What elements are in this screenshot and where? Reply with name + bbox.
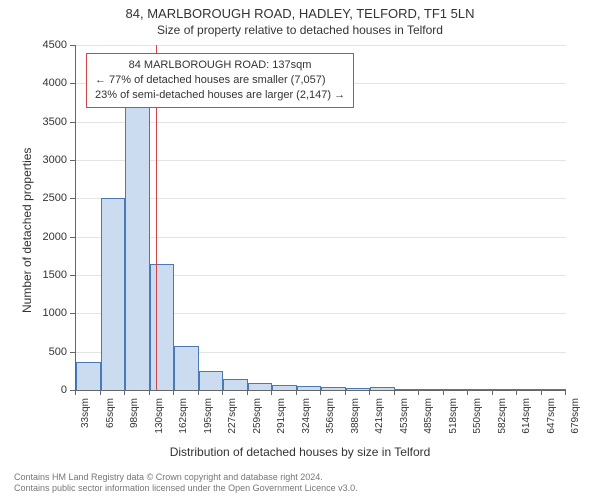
y-tick [70, 83, 75, 84]
y-tick-label: 0 [7, 384, 67, 396]
histogram-bar [150, 264, 175, 390]
x-tick-label: 518sqm [448, 398, 459, 448]
x-tick-label: 291sqm [276, 398, 287, 448]
histogram-bar [272, 385, 297, 390]
histogram-bar [346, 388, 371, 390]
footer-line1: Contains HM Land Registry data © Crown c… [14, 472, 358, 483]
x-tick-label: 65sqm [105, 398, 116, 448]
histogram-bar [542, 389, 567, 390]
x-tick [75, 390, 76, 395]
x-tick-label: 421sqm [374, 398, 385, 448]
y-tick [70, 313, 75, 314]
callout-line: 23% of semi-detached houses are larger (… [95, 88, 345, 103]
x-tick-label: 130sqm [154, 398, 165, 448]
x-tick-label: 356sqm [325, 398, 336, 448]
histogram-bar [248, 383, 273, 390]
x-tick-label: 582sqm [497, 398, 508, 448]
histogram-bar [174, 346, 199, 390]
histogram-bar [321, 387, 346, 390]
x-tick [345, 390, 346, 395]
histogram-bar [125, 77, 150, 390]
callout-line: ← 77% of detached houses are smaller (7,… [95, 73, 345, 88]
x-tick [320, 390, 321, 395]
x-tick [443, 390, 444, 395]
plot-area: 84 MARLBOROUGH ROAD: 137sqm← 77% of deta… [75, 45, 566, 391]
x-tick [541, 390, 542, 395]
x-tick-label: 388sqm [350, 398, 361, 448]
histogram-bar [76, 362, 101, 390]
histogram-bar [493, 389, 518, 390]
histogram-bar [101, 198, 126, 390]
x-tick-label: 679sqm [570, 398, 581, 448]
histogram-bar [419, 389, 444, 390]
x-tick [467, 390, 468, 395]
x-tick [296, 390, 297, 395]
histogram-bar [370, 387, 395, 390]
x-tick [222, 390, 223, 395]
histogram-bar [517, 389, 542, 390]
x-tick [369, 390, 370, 395]
x-tick [198, 390, 199, 395]
title-line1: 84, MARLBOROUGH ROAD, HADLEY, TELFORD, T… [0, 6, 600, 21]
x-tick-label: 614sqm [521, 398, 532, 448]
y-tick-label: 3000 [7, 154, 67, 166]
histogram-bar [297, 386, 322, 390]
x-tick-label: 259sqm [252, 398, 263, 448]
x-tick [100, 390, 101, 395]
histogram-bar [468, 389, 493, 390]
histogram-bar [444, 389, 469, 390]
histogram-bar [395, 389, 420, 390]
x-tick [247, 390, 248, 395]
x-tick-label: 647sqm [546, 398, 557, 448]
histogram-bar [223, 379, 248, 391]
x-tick-label: 324sqm [301, 398, 312, 448]
x-tick [394, 390, 395, 395]
x-tick [492, 390, 493, 395]
gridline [76, 237, 566, 238]
title-line2: Size of property relative to detached ho… [0, 23, 600, 37]
callout-box: 84 MARLBOROUGH ROAD: 137sqm← 77% of deta… [86, 53, 354, 108]
y-tick-label: 500 [7, 346, 67, 358]
x-tick [418, 390, 419, 395]
y-tick [70, 160, 75, 161]
y-tick-label: 1500 [7, 269, 67, 281]
gridline [76, 160, 566, 161]
gridline [76, 45, 566, 46]
x-tick-label: 453sqm [399, 398, 410, 448]
y-tick-label: 4000 [7, 77, 67, 89]
x-tick-label: 162sqm [178, 398, 189, 448]
x-tick-label: 227sqm [227, 398, 238, 448]
x-tick [271, 390, 272, 395]
x-tick-label: 33sqm [80, 398, 91, 448]
y-tick [70, 275, 75, 276]
x-tick [124, 390, 125, 395]
footer-text: Contains HM Land Registry data © Crown c… [14, 472, 358, 495]
y-tick [70, 45, 75, 46]
x-tick [516, 390, 517, 395]
footer-line2: Contains public sector information licen… [14, 483, 358, 494]
y-tick-label: 2000 [7, 231, 67, 243]
y-tick-label: 3500 [7, 116, 67, 128]
x-tick-label: 98sqm [129, 398, 140, 448]
x-tick-label: 195sqm [203, 398, 214, 448]
x-tick [149, 390, 150, 395]
chart-container: 84, MARLBOROUGH ROAD, HADLEY, TELFORD, T… [0, 0, 600, 500]
gridline [76, 122, 566, 123]
x-tick [173, 390, 174, 395]
x-tick [565, 390, 566, 395]
y-tick [70, 352, 75, 353]
y-tick-label: 4500 [7, 39, 67, 51]
y-tick [70, 122, 75, 123]
y-tick [70, 237, 75, 238]
x-tick-label: 550sqm [472, 398, 483, 448]
histogram-bar [199, 371, 224, 390]
gridline [76, 198, 566, 199]
y-tick [70, 198, 75, 199]
x-tick-label: 485sqm [423, 398, 434, 448]
callout-line: 84 MARLBOROUGH ROAD: 137sqm [95, 58, 345, 73]
y-tick-label: 2500 [7, 192, 67, 204]
y-tick-label: 1000 [7, 307, 67, 319]
